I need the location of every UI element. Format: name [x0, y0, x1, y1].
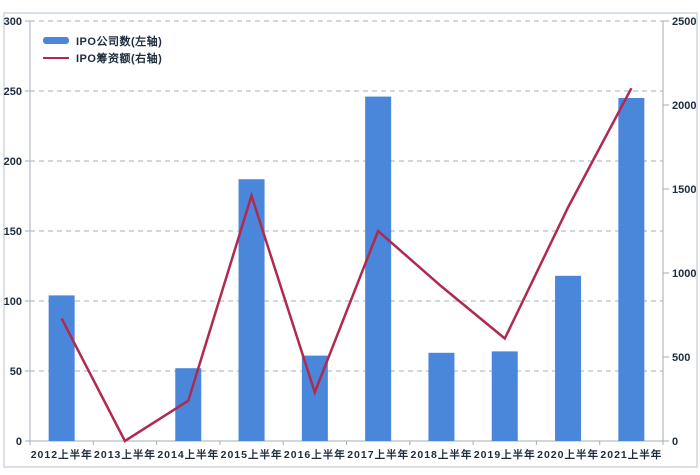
bar-2017上半年 [365, 96, 392, 441]
x-label-2018上半年: 2018上半年 [411, 448, 473, 461]
legend-item-ipo-proceeds: IPO筹资额(右轴) [43, 51, 163, 65]
right-tick-label-500: 500 [672, 352, 690, 364]
left-tick-label-300: 300 [4, 16, 22, 28]
right-tick-label-2500: 2500 [672, 16, 696, 28]
legend-label-ipo-count: IPO公司数(左轴) [76, 35, 163, 48]
bar-2014上半年 [175, 368, 202, 441]
x-label-2019上半年: 2019上半年 [474, 448, 536, 461]
x-label-2020上半年: 2020上半年 [537, 448, 599, 461]
right-tick-label-2000: 2000 [672, 100, 696, 112]
x-label-2014上半年: 2014上半年 [157, 448, 219, 461]
legend-item-ipo-count: IPO公司数(左轴) [43, 34, 163, 48]
left-tick-label-200: 200 [4, 156, 22, 168]
bar-2012上半年 [48, 295, 75, 441]
x-label-2021上半年: 2021上半年 [600, 448, 662, 461]
bar-2021上半年 [618, 98, 645, 441]
x-label-2012上半年: 2012上半年 [31, 448, 93, 461]
bar-2015上半年 [238, 179, 265, 441]
bar-2020上半年 [555, 275, 582, 441]
x-label-2015上半年: 2015上半年 [221, 448, 283, 461]
right-tick-label-0: 0 [672, 436, 678, 448]
right-tick-label-1000: 1000 [672, 268, 696, 280]
chart-legend: IPO公司数(左轴) IPO筹资额(右轴) [43, 34, 163, 65]
ipo-proceeds-line [60, 87, 633, 443]
bar-series-swatch [43, 37, 69, 44]
x-label-2017上半年: 2017上半年 [347, 448, 409, 461]
left-tick-label-150: 150 [4, 226, 22, 238]
x-label-2013上半年: 2013上半年 [94, 448, 156, 461]
x-label-2016上半年: 2016上半年 [284, 448, 346, 461]
line-series-swatch [43, 56, 69, 59]
right-tick-label-1500: 1500 [672, 184, 696, 196]
left-tick-label-250: 250 [4, 86, 22, 98]
bar-2019上半年 [491, 351, 518, 441]
left-tick-label-100: 100 [4, 296, 22, 308]
bar-2018上半年 [428, 352, 455, 441]
chart-border [3, 12, 698, 468]
left-tick-label-0: 0 [16, 436, 22, 448]
left-tick-label-50: 50 [10, 366, 22, 378]
legend-label-ipo-proceeds: IPO筹资额(右轴) [76, 52, 163, 65]
